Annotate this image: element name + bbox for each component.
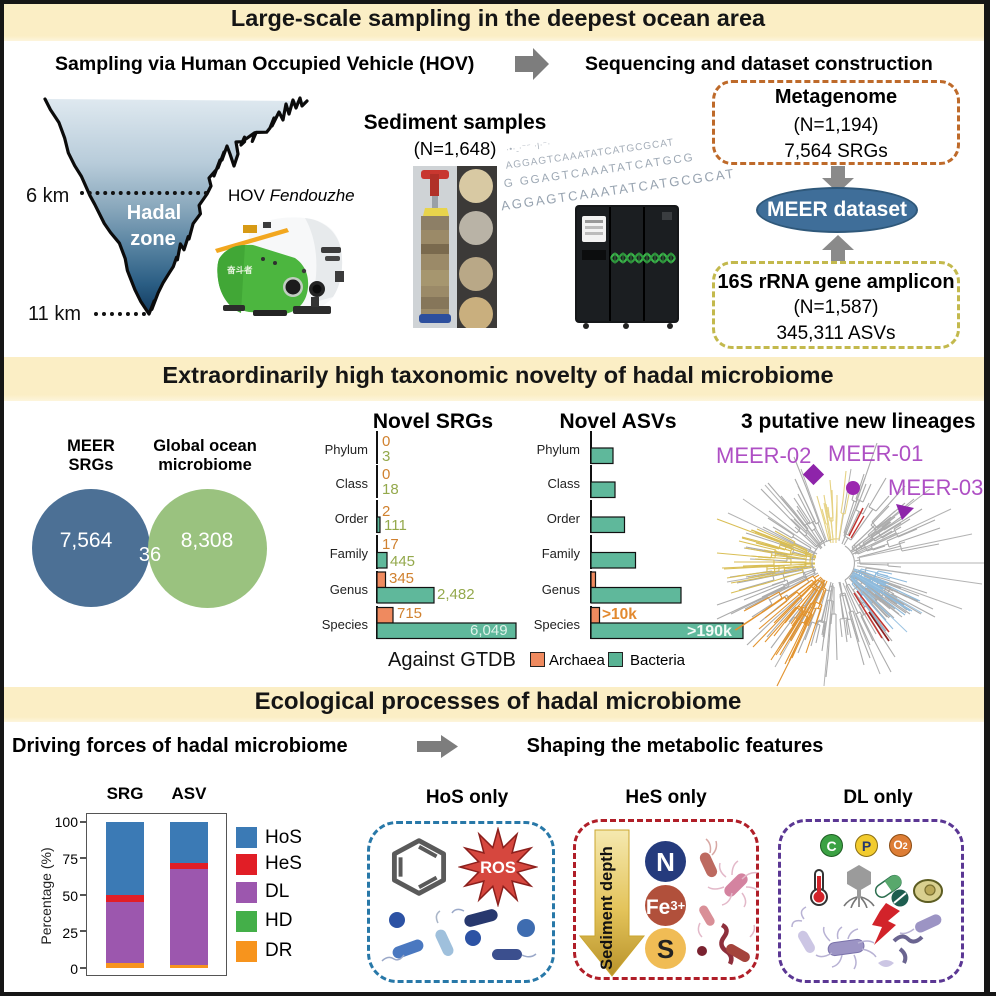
svg-text:奋斗者: 奋斗者 <box>226 265 253 275</box>
svg-text:ROS: ROS <box>480 859 516 877</box>
svg-text:Sediment depth: Sediment depth <box>598 846 616 970</box>
